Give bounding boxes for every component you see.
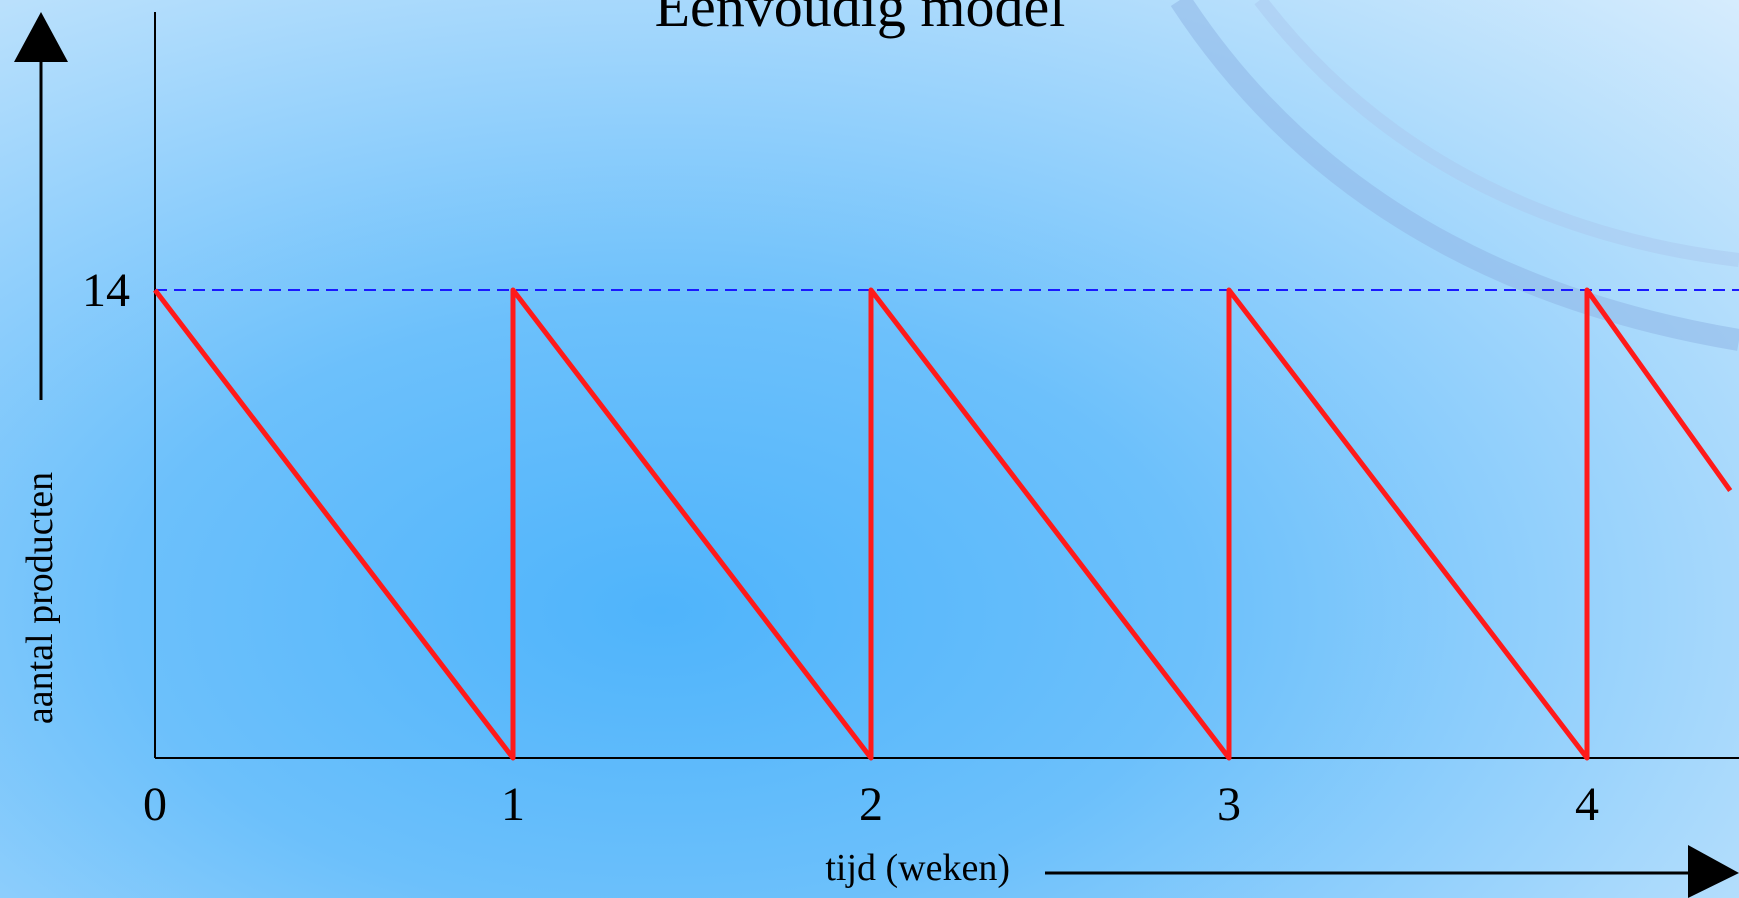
x-axis-label: tijd (weken) [825, 847, 1010, 889]
x-tick-label: 3 [1217, 778, 1241, 831]
x-tick-label: 4 [1575, 778, 1599, 831]
y-axis-arrow [14, 12, 68, 400]
x-tick-label: 1 [501, 778, 525, 831]
y-axis-label: aantal producten [19, 472, 61, 724]
x-axis-arrow [1045, 845, 1739, 898]
x-tick-label: 2 [859, 778, 883, 831]
y-tick-label: 14 [82, 264, 130, 317]
chart-title: Eenvoudig model [655, 0, 1066, 39]
series-line [153, 287, 1733, 761]
background-arc [1170, 0, 1739, 351]
x-tick-label: 0 [143, 778, 167, 831]
